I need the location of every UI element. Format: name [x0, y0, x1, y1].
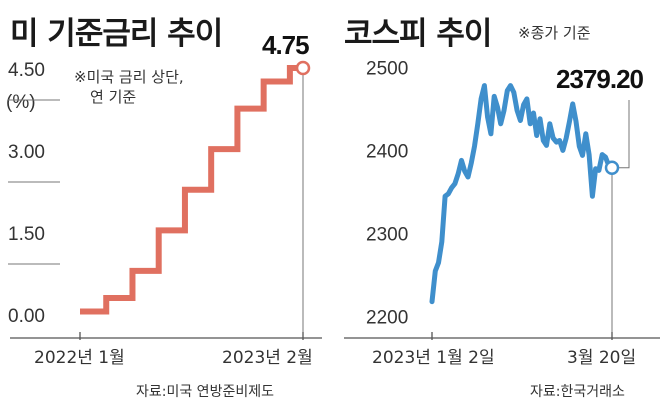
rate-end-value-label: 4.75: [262, 30, 309, 60]
kospi-series-line: [429, 83, 615, 305]
kospi-ytick-label: 2400: [366, 141, 408, 162]
kospi-chart-title: 코스피 추이: [344, 16, 492, 52]
kospi-end-value-label: 2379.20: [556, 64, 644, 94]
rate-ytick-label: 0.00: [8, 306, 45, 327]
kospi-xtick-label: 3월 20일: [567, 348, 636, 368]
kospi-ytick-label: 2200: [366, 308, 408, 329]
rate-unit-label: (%): [6, 92, 36, 113]
rate-ytick-label: 3.00: [8, 142, 45, 163]
kospi-ytick-label: 2300: [366, 225, 408, 246]
rate-ytick-label: 4.50: [8, 60, 45, 81]
kospi-xtick-label: 2023년 1월 2일: [372, 348, 495, 368]
rate-end-marker: [295, 60, 311, 76]
kospi-end-marker: [604, 160, 620, 175]
rate-series-line: [80, 65, 303, 315]
kospi-chart-source: 자료:한국거래소: [530, 384, 625, 400]
rate-xtick-label: 2023년 2월: [222, 348, 313, 368]
kospi-chart-note: ※종가 기준: [518, 24, 591, 42]
rate-chart-note-line2: 연 기준: [90, 88, 137, 106]
kospi-ytick-label: 2500: [366, 58, 408, 79]
rate-chart-title: 미 기준금리 추이: [10, 16, 223, 52]
kospi-end-leader: [619, 100, 630, 169]
rate-xtick-label: 2022년 1월: [34, 348, 125, 368]
rate-ytick-label: 1.50: [8, 224, 45, 245]
rate-chart-note-line1: ※미국 금리 상단,: [74, 68, 184, 86]
rate-chart-source: 자료:미국 연방준비제도: [136, 384, 274, 400]
